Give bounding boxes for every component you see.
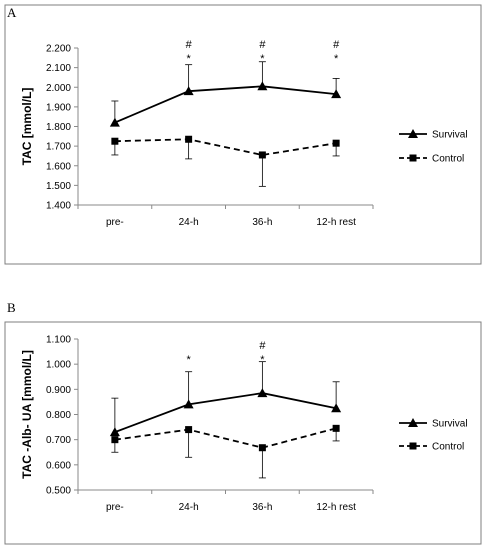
- panel-a-control-line: [114, 138, 337, 156]
- panel-a-survival-point: [183, 86, 194, 96]
- panel-b-significance-mark: *: [260, 354, 265, 366]
- panel-a-y-tick-label: 2.200: [46, 44, 71, 55]
- panel-b-legend-marker: [408, 418, 418, 427]
- panel-a-x-tick-label: 24-h: [179, 217, 199, 228]
- panel-a-control-point: [332, 139, 340, 147]
- panel-b-y-tick-label: 0.500: [46, 486, 71, 497]
- panel-a-significance-mark: #: [186, 39, 193, 51]
- panel-a-series-survival: [109, 61, 342, 127]
- panel-b-survival-point: [257, 388, 268, 398]
- panel-b-control-point: [185, 426, 193, 434]
- chart-panel-a: A 1.400 1.500 1.600 1.700 1.800 1.900 2.000 2.10…: [4, 4, 482, 265]
- panel-a-survival-line: [114, 85, 337, 124]
- panel-b-survival-point: [183, 399, 194, 409]
- panel-a-y-tick-label: 2.100: [46, 63, 71, 74]
- panel-b-x-tick-label: pre-: [106, 502, 124, 513]
- panel-b-y-tick-label: 0.700: [46, 435, 71, 446]
- panel-b-legend-label: Survival: [432, 419, 468, 430]
- panel-b-y-tick-label: 0.800: [46, 410, 71, 421]
- panel-a-legend-survival: Survival: [399, 129, 468, 141]
- panel-b-y-tick-label: 1.000: [46, 360, 71, 371]
- panel-b-survival-line: [114, 392, 337, 433]
- panel-a-legend-marker: [409, 154, 417, 162]
- panel-a-significance-mark: *: [260, 53, 265, 65]
- panel-b-control-point: [111, 436, 119, 444]
- panel-b-significance-mark: #: [259, 340, 266, 352]
- panel-b-survival-point: [109, 427, 120, 437]
- panel-a-x-tick-label: pre-: [106, 217, 124, 228]
- panel-b-significance-mark: *: [186, 354, 191, 366]
- panel-a-y-tick-label: 1.500: [46, 181, 71, 192]
- panel-b-x-tick-label: 12-h rest: [316, 502, 356, 513]
- panel-a-significance-mark: #: [259, 39, 266, 51]
- panel-a-legend-marker: [408, 129, 418, 138]
- panel-a-control-point: [258, 151, 266, 159]
- panel-a-significance-mark: *: [186, 53, 191, 65]
- panel-a-legend-label: Control: [432, 154, 464, 165]
- panel-a-frame: [4, 4, 482, 265]
- panel-b-letter: B: [7, 300, 16, 315]
- panel-a-y-tick-label: 1.800: [46, 122, 71, 133]
- panel-a-x-tick-label: 12-h rest: [316, 217, 356, 228]
- panel-a-y-axis-label: TAC [mmol/L]: [20, 88, 34, 166]
- panel-b-legend-label: Control: [432, 442, 464, 453]
- panel-a-survival-point: [331, 89, 342, 99]
- panel-a-y-tick-label: 2.000: [46, 83, 71, 94]
- panel-b-control-line: [114, 427, 337, 449]
- panel-a-control-point: [185, 135, 193, 143]
- panel-b-y-axis-label: TAC -Alb- UA [mmol/L]: [20, 350, 34, 479]
- panel-a-significance-mark: *: [334, 53, 339, 65]
- panel-a-significance-mark: #: [333, 39, 340, 51]
- panel-b-series-survival: [109, 361, 342, 437]
- panel-a-legend-label: Survival: [432, 130, 468, 141]
- panel-b-y-tick-label: 0.900: [46, 385, 71, 396]
- panel-a-y-tick-label: 1.900: [46, 102, 71, 113]
- panel-b-legend-control: Control: [399, 442, 464, 453]
- panel-b-legend-marker: [409, 442, 417, 450]
- panel-a-legend-control: Control: [399, 154, 464, 165]
- panel-a-letter: A: [7, 5, 17, 20]
- panel-b-frame: [4, 321, 482, 545]
- panel-b-x-tick-label: 24-h: [179, 502, 199, 513]
- panel-a-x-tick-label: 36-h: [252, 217, 272, 228]
- chart-panel-b: B 0.500 0.600 0.700 0.800 0.900 1.000 1.100 pre-…: [4, 300, 482, 545]
- panel-b-survival-point: [331, 403, 342, 413]
- panel-a-survival-point: [257, 81, 268, 91]
- panel-b-y-tick-label: 0.600: [46, 460, 71, 471]
- panel-b-control-point: [332, 424, 340, 432]
- panel-a-y-tick-label: 1.700: [46, 142, 71, 153]
- panel-b-series-control: [111, 424, 340, 479]
- panel-a-survival-point: [109, 117, 120, 127]
- panel-b-y-tick-label: 1.100: [46, 335, 71, 346]
- panel-b-x-tick-label: 36-h: [252, 502, 272, 513]
- panel-a-y-tick-label: 1.600: [46, 161, 71, 172]
- panel-a-y-tick-label: 1.400: [46, 201, 71, 212]
- panel-a-series-control: [111, 135, 340, 187]
- panel-b-control-point: [258, 444, 266, 452]
- panel-b-legend-survival: Survival: [399, 418, 468, 430]
- panel-a-control-point: [111, 137, 119, 145]
